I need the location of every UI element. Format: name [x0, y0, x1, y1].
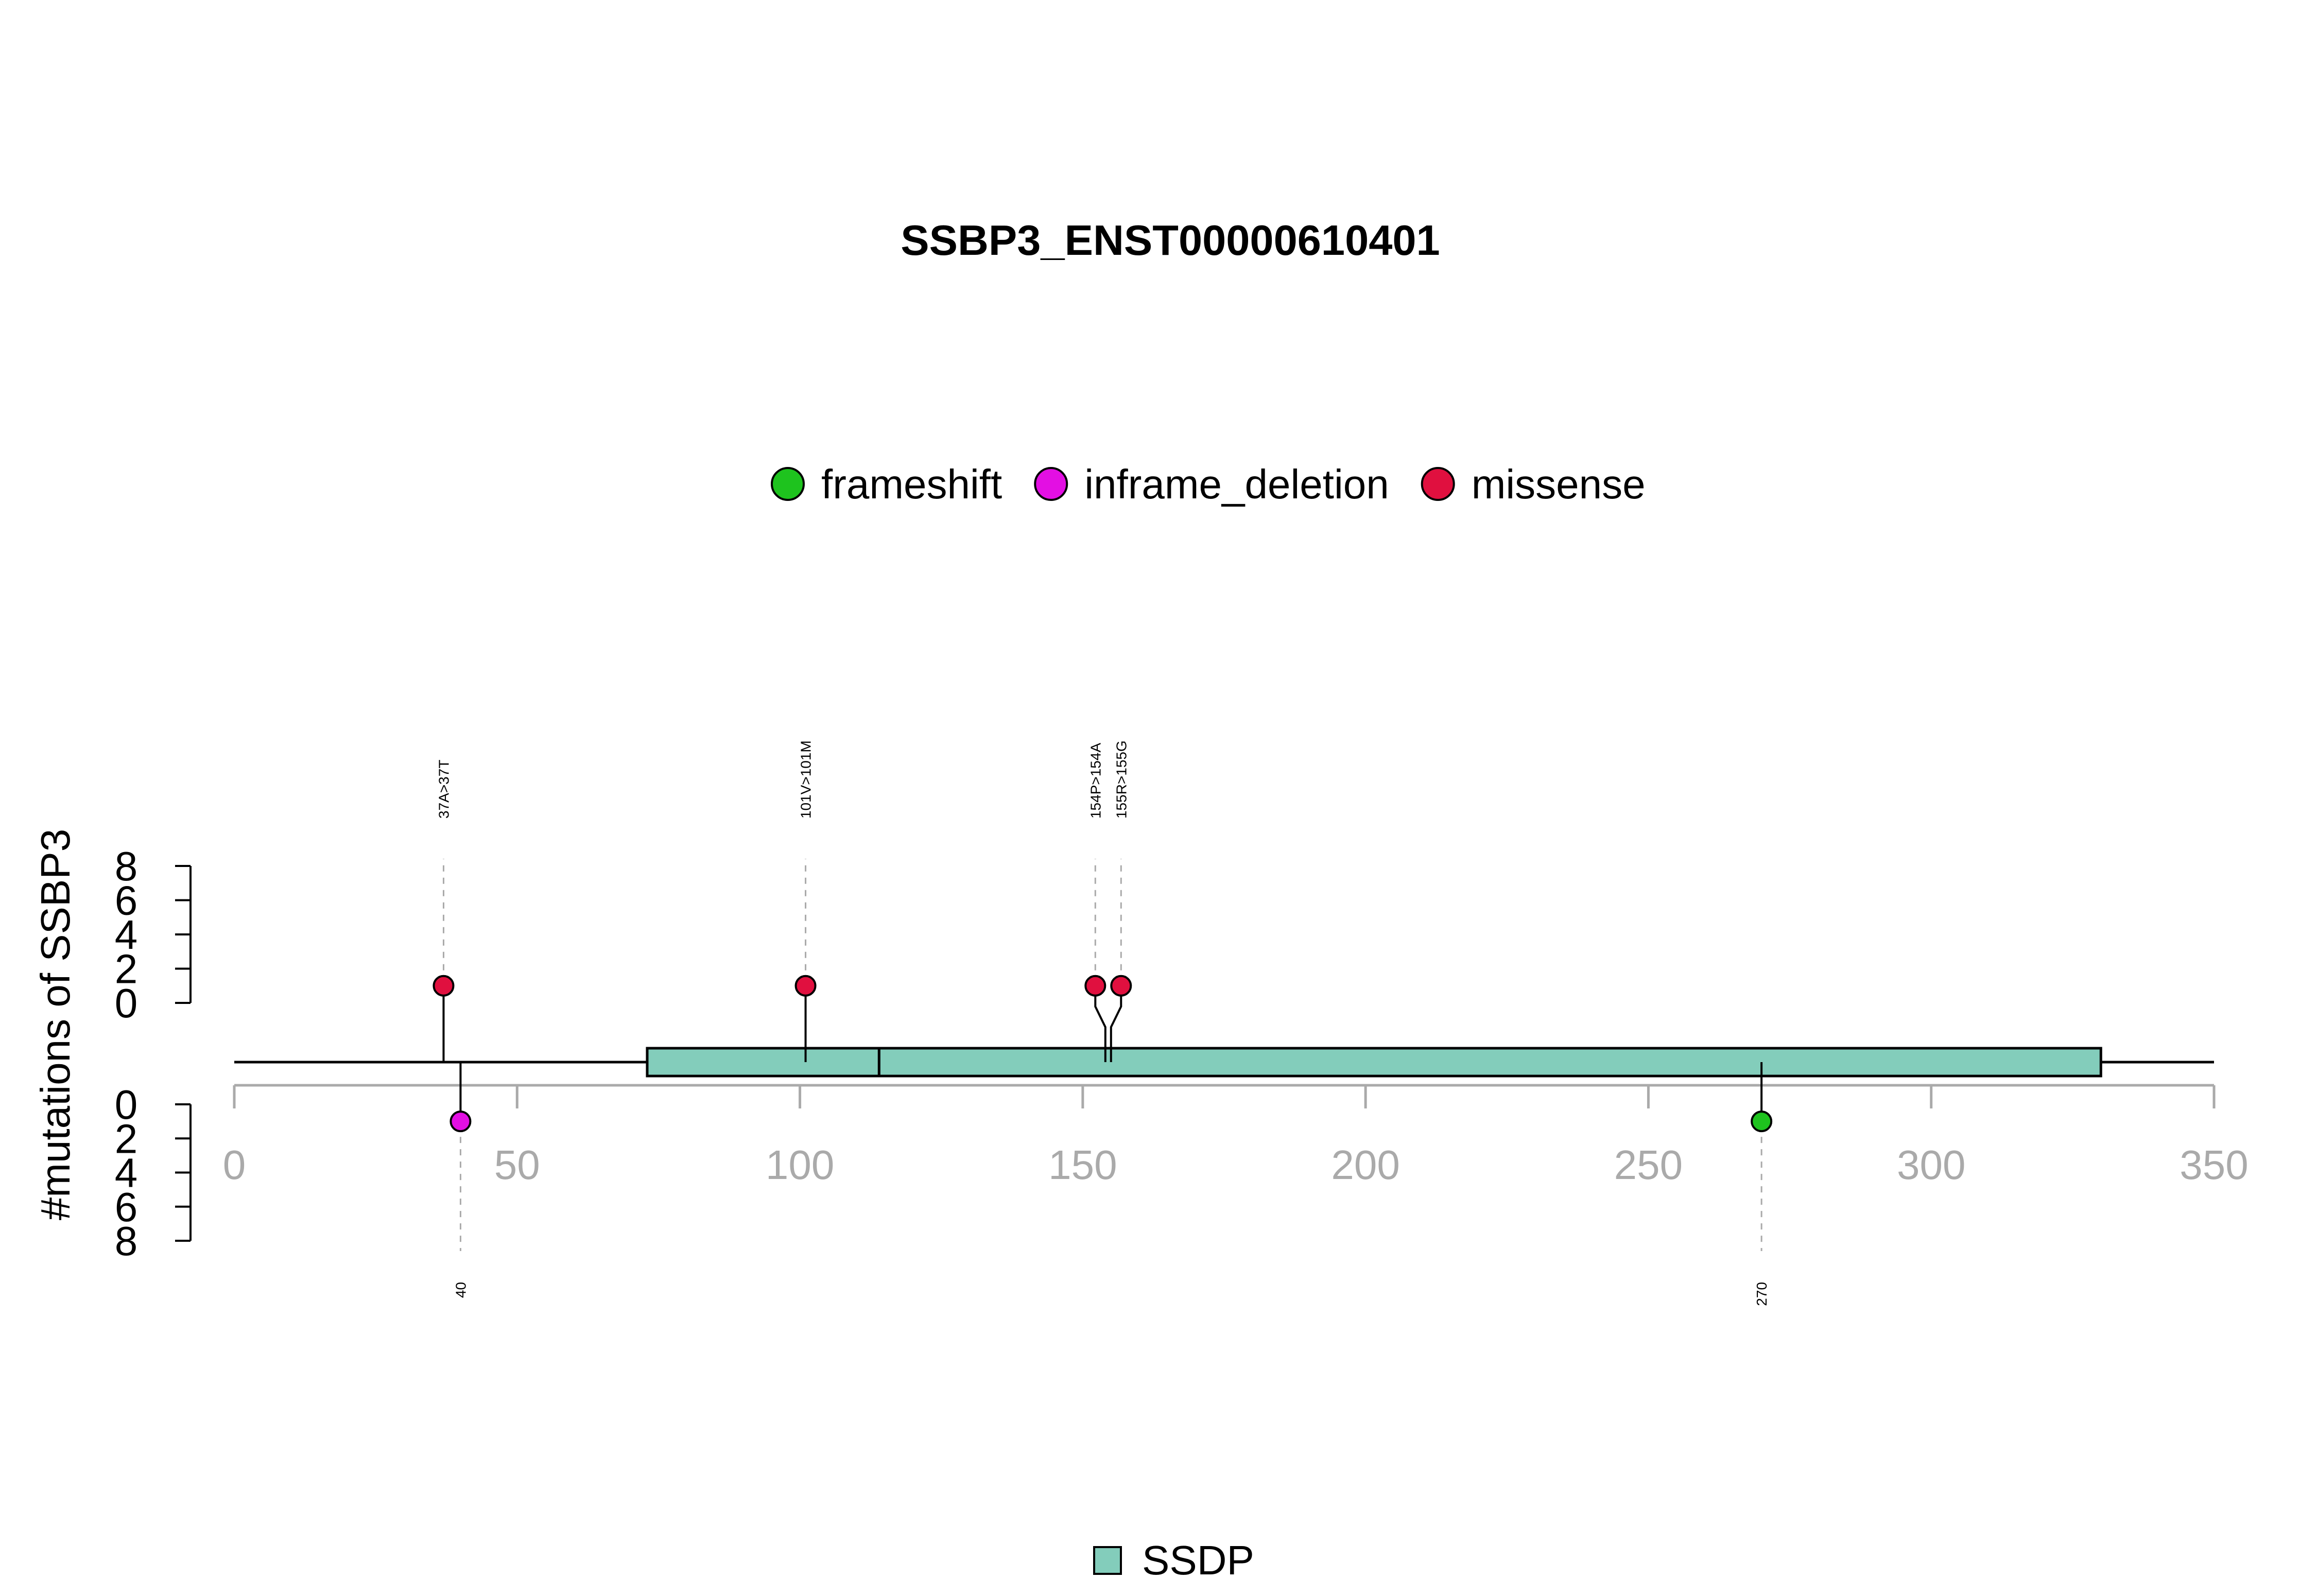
x-tick-label: 50	[494, 1142, 540, 1188]
legend-inframe_deletion-label: inframe_deletion	[1084, 461, 1389, 507]
legend-domain-marker	[1093, 1546, 1122, 1575]
x-tick-label: 100	[766, 1142, 834, 1188]
domain-layer	[646, 1047, 2102, 1078]
x-tick-label: 0	[223, 1142, 246, 1188]
y-top-tick-label: 2	[115, 946, 138, 992]
mutation-label: 37A>37T	[436, 760, 452, 819]
x-tick-label: 250	[1614, 1142, 1683, 1188]
x-tick-label: 200	[1331, 1142, 1399, 1188]
legend-frameshift-marker	[771, 467, 805, 501]
legend-domain-label: SSDP	[1142, 1537, 1254, 1583]
y-top-tick-label: 6	[115, 878, 138, 924]
legend-frameshift-label: frameshift	[821, 461, 1002, 507]
lollipop-head-missense	[1084, 975, 1106, 997]
domain-ssdp	[646, 1047, 880, 1078]
lollipop-head-missense	[1110, 975, 1132, 997]
x-axis: 0 50 100 150 200 250 300 350	[223, 1084, 2249, 1188]
mutation-label: 155R>155G	[1113, 740, 1129, 819]
y-top-tick-label: 4	[115, 912, 138, 958]
mutation-label: 40	[453, 1282, 469, 1298]
lollipop-head-frameshift	[1751, 1111, 1773, 1133]
chart-title: SSBP3_ENST00000610401	[901, 216, 1440, 264]
y-bottom-tick-label: 6	[115, 1184, 138, 1230]
y-top-tick-label: 0	[115, 980, 138, 1026]
lollipops-bottom: 40 270	[449, 1062, 1773, 1306]
x-tick-label: 350	[2180, 1142, 2248, 1188]
y-bottom-tick-label: 4	[115, 1150, 138, 1196]
lollipops-top: 37A>37T 101V>101M 154P>154A 155R>155G	[433, 740, 1132, 1062]
legend-missense-label: missense	[1472, 461, 1646, 507]
y-axis-label: #mutations of SSBP3	[32, 829, 78, 1220]
x-tick-label: 150	[1048, 1142, 1117, 1188]
mutation-label: 270	[1754, 1282, 1770, 1306]
lollipop-head-inframe_deletion	[449, 1111, 472, 1133]
mutation-label: 101V>101M	[798, 740, 814, 819]
y-bottom-tick-label: 8	[115, 1218, 138, 1264]
mutation-legend: frameshift inframe_deletion missense	[771, 461, 1646, 507]
y-bottom-tick-label: 0	[115, 1082, 138, 1127]
domain-ssdp	[877, 1047, 2102, 1078]
legend-inframe_deletion-marker	[1034, 467, 1068, 501]
domain-legend: SSDP	[1093, 1537, 1254, 1583]
x-tick-label: 300	[1897, 1142, 1965, 1188]
y-bottom-tick-label: 2	[115, 1116, 138, 1161]
lollipop-head-missense	[794, 975, 817, 997]
y-top-tick-label: 8	[115, 843, 138, 889]
mutation-label: 154P>154A	[1087, 743, 1103, 819]
legend-missense-marker	[1421, 467, 1455, 501]
lollipop-head-missense	[433, 975, 455, 997]
